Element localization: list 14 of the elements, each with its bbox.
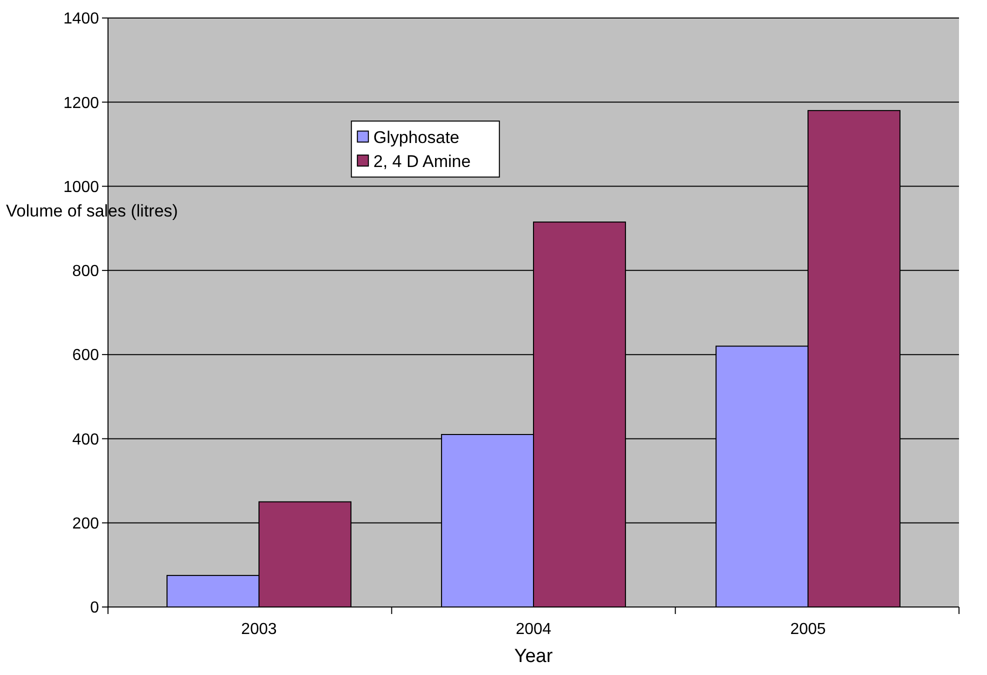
y-tick-label: 0 bbox=[90, 600, 100, 617]
y-tick-label: 800 bbox=[72, 263, 100, 280]
y-tick-label: 1000 bbox=[63, 178, 100, 196]
legend-label: 2, 4 D Amine bbox=[373, 152, 471, 172]
legend-label: Glyphosate bbox=[373, 128, 460, 148]
y-tick-label: 200 bbox=[72, 515, 100, 532]
x-tick-label: 2003 bbox=[241, 621, 277, 638]
x-axis-title: Year bbox=[514, 646, 554, 667]
y-tick-label: 1400 bbox=[63, 10, 100, 28]
x-tick-label: 2005 bbox=[790, 621, 826, 638]
x-tick-label: 2004 bbox=[516, 621, 552, 638]
y-tick-label: 600 bbox=[72, 347, 100, 364]
y-tick-label: 400 bbox=[72, 431, 100, 448]
y-tick-label: 1200 bbox=[63, 94, 100, 112]
